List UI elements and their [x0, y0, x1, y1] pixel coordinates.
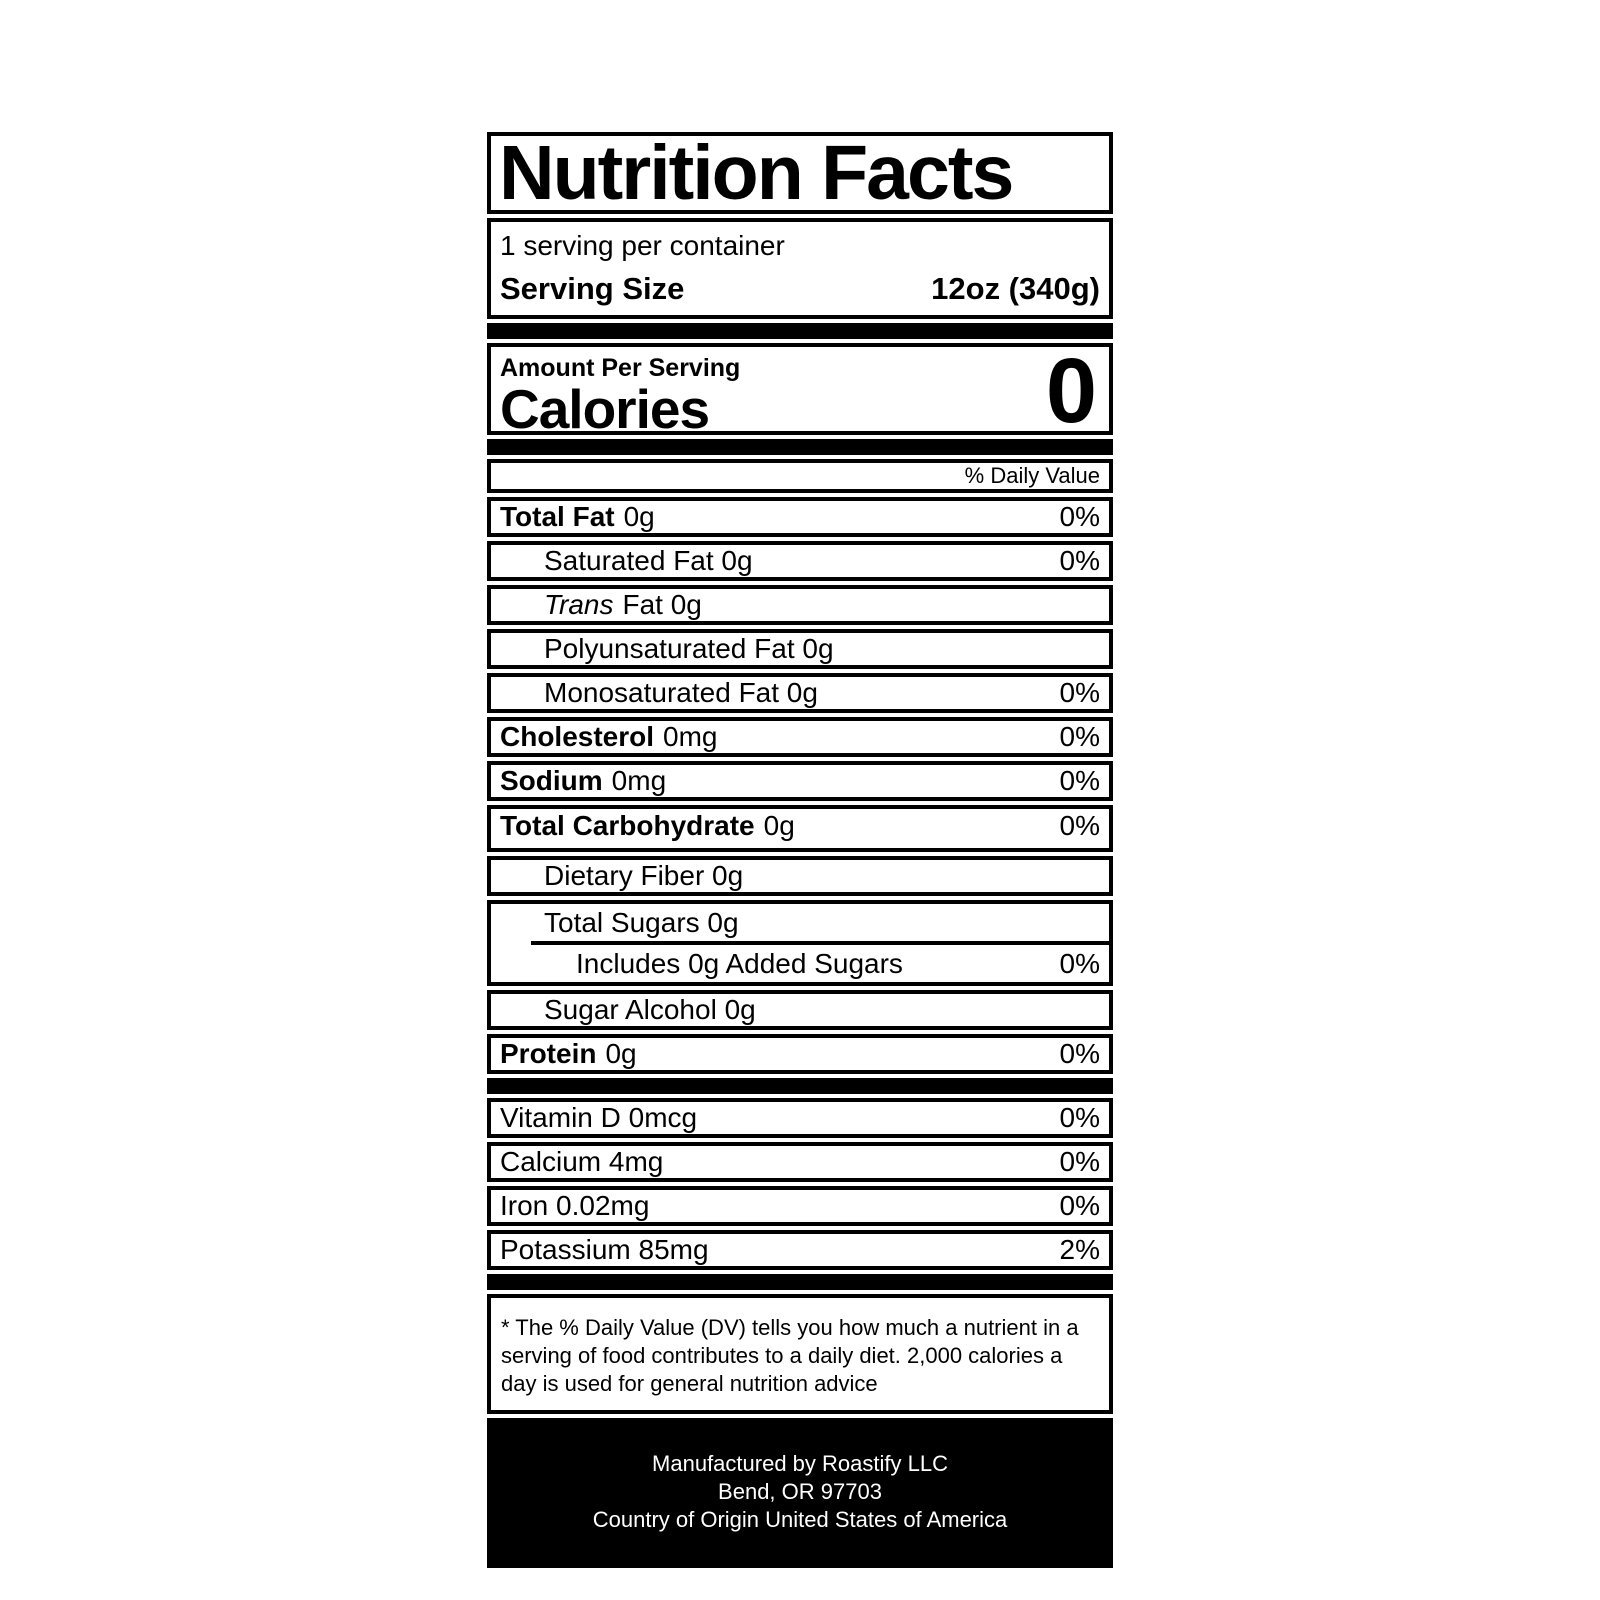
manufacturer-footer: Manufactured by Roastify LLC Bend, OR 97… — [487, 1418, 1113, 1568]
nutrition-facts-label: Nutrition Facts 1 serving per container … — [487, 132, 1113, 1568]
nutrient-amount: 0g — [763, 810, 795, 841]
title-box: Nutrition Facts — [487, 132, 1113, 214]
nutrient-name-bold: Protein — [500, 1038, 597, 1069]
nutrient-name-bold: Sodium — [500, 765, 603, 796]
nutrient-name-bold: Cholesterol — [500, 721, 655, 752]
nutrient-dv: 0% — [1059, 1038, 1100, 1069]
vitamin-dv: 0% — [1059, 1102, 1100, 1133]
nutrient-row-total-fat: Total Fat 0g 0% — [487, 497, 1113, 537]
vitamin-row-iron: Iron 0.02mg 0% — [487, 1186, 1113, 1226]
manufacturer-line2: Bend, OR 97703 — [718, 1479, 882, 1504]
nutrient-row-trans-fat: Trans Fat 0g — [487, 585, 1113, 625]
daily-value-footnote: * The % Daily Value (DV) tells you how m… — [487, 1294, 1113, 1414]
nutrient-row-polyunsaturated-fat: Polyunsaturated Fat 0g — [487, 629, 1113, 669]
nutrient-name: Total Fat 0g — [500, 501, 655, 533]
nutrient-row-saturated-fat: Saturated Fat 0g 0% — [487, 541, 1113, 581]
servings-per-container: 1 serving per container — [500, 230, 785, 261]
nutrient-name: Saturated Fat 0g — [544, 545, 753, 576]
nutrient-row-sugar-alcohol: Sugar Alcohol 0g — [487, 990, 1113, 1030]
nutrient-name: Dietary Fiber 0g — [544, 860, 744, 891]
vitamin-name: Vitamin D 0mcg — [500, 1102, 698, 1133]
vitamin-dv: 0% — [1059, 1146, 1100, 1177]
section-bar-calories — [487, 439, 1113, 455]
nutrient-dv: 0% — [1059, 501, 1100, 532]
vitamin-name: Iron 0.02mg — [500, 1190, 650, 1221]
nutrient-dv: 0% — [1059, 810, 1100, 841]
nutrient-dv: 0% — [1059, 677, 1100, 708]
section-bar-protein — [487, 1078, 1113, 1094]
nutrient-dv: 0% — [1059, 765, 1100, 796]
nutrient-amount: 0g — [605, 1038, 637, 1069]
nutrient-row-monosaturated-fat: Monosaturated Fat 0g 0% — [487, 673, 1113, 713]
nutrient-amount: Fat 0g — [622, 589, 702, 620]
section-bar-vitamins — [487, 1274, 1113, 1290]
nutrient-row-added-sugars: Includes 0g Added Sugars 0% — [491, 945, 1109, 982]
nutrient-name: Total Carbohydrate 0g — [500, 810, 795, 842]
nutrient-name: Total Sugars 0g — [544, 906, 739, 938]
nutrient-name-bold: Total Carbohydrate — [500, 810, 755, 841]
nutrient-name: Cholesterol 0mg — [500, 721, 718, 753]
daily-value-header: % Daily Value — [964, 463, 1100, 488]
nutrient-row-total-sugars: Total Sugars 0g — [491, 904, 1109, 941]
label-title: Nutrition Facts — [499, 132, 1014, 214]
calories-value: 0 — [1045, 340, 1097, 442]
vitamin-row-vitamin-d: Vitamin D 0mcg 0% — [487, 1098, 1113, 1138]
nutrient-name: Sugar Alcohol 0g — [544, 994, 756, 1025]
nutrient-dv: 0% — [1059, 545, 1100, 576]
section-bar-top — [487, 323, 1113, 339]
sugars-group-box: Total Sugars 0g Includes 0g Added Sugars… — [487, 900, 1113, 986]
vitamin-dv: 2% — [1059, 1234, 1100, 1265]
vitamin-name: Calcium 4mg — [500, 1146, 664, 1177]
vitamin-name: Potassium 85mg — [500, 1234, 709, 1265]
calories-label: Calories — [500, 378, 710, 440]
nutrient-amount: 0g — [623, 501, 655, 532]
nutrient-row-cholesterol: Cholesterol 0mg 0% — [487, 717, 1113, 757]
nutrient-name: Monosaturated Fat 0g — [544, 677, 818, 708]
manufacturer-line3: Country of Origin United States of Ameri… — [592, 1507, 1008, 1532]
calories-box: Amount Per Serving Calories 0 — [487, 340, 1113, 442]
nutrient-name: Includes 0g Added Sugars — [576, 947, 903, 979]
nutrient-name-italic: Trans — [544, 589, 614, 620]
vitamin-row-potassium: Potassium 85mg 2% — [487, 1230, 1113, 1270]
nutrient-dv: 0% — [1059, 721, 1100, 752]
nutrient-row-protein: Protein 0g 0% — [487, 1034, 1113, 1074]
amount-per-serving-label: Amount Per Serving — [500, 354, 741, 382]
vitamin-dv: 0% — [1059, 1190, 1100, 1221]
nutrient-amount: 0mg — [611, 765, 667, 796]
serving-size-row: Serving Size 12oz (340g) — [500, 269, 1100, 309]
serving-size-label: Serving Size — [500, 271, 685, 306]
vitamin-row-calcium: Calcium 4mg 0% — [487, 1142, 1113, 1182]
daily-value-header-box: % Daily Value — [487, 459, 1113, 493]
nutrient-name: Sodium 0mg — [500, 765, 666, 797]
nutrient-row-total-carbohydrate: Total Carbohydrate 0g 0% — [487, 805, 1113, 852]
manufacturer-line1: Manufactured by Roastify LLC — [652, 1451, 948, 1476]
serving-size-value: 12oz (340g) — [931, 271, 1100, 306]
nutrient-name: Trans Fat 0g — [500, 589, 702, 621]
nutrient-amount: 0mg — [663, 721, 718, 752]
nutrient-name-bold: Total Fat — [500, 501, 615, 532]
nutrient-row-sodium: Sodium 0mg 0% — [487, 761, 1113, 801]
serving-box: 1 serving per container Serving Size 12o… — [487, 218, 1113, 319]
nutrient-name: Protein 0g — [500, 1038, 637, 1070]
footnote-text: * The % Daily Value (DV) tells you how m… — [501, 1315, 1079, 1396]
nutrient-row-dietary-fiber: Dietary Fiber 0g — [487, 856, 1113, 896]
nutrient-name: Polyunsaturated Fat 0g — [544, 633, 834, 664]
added-sugars-separator — [531, 941, 1109, 945]
nutrient-dv: 0% — [1059, 947, 1100, 979]
